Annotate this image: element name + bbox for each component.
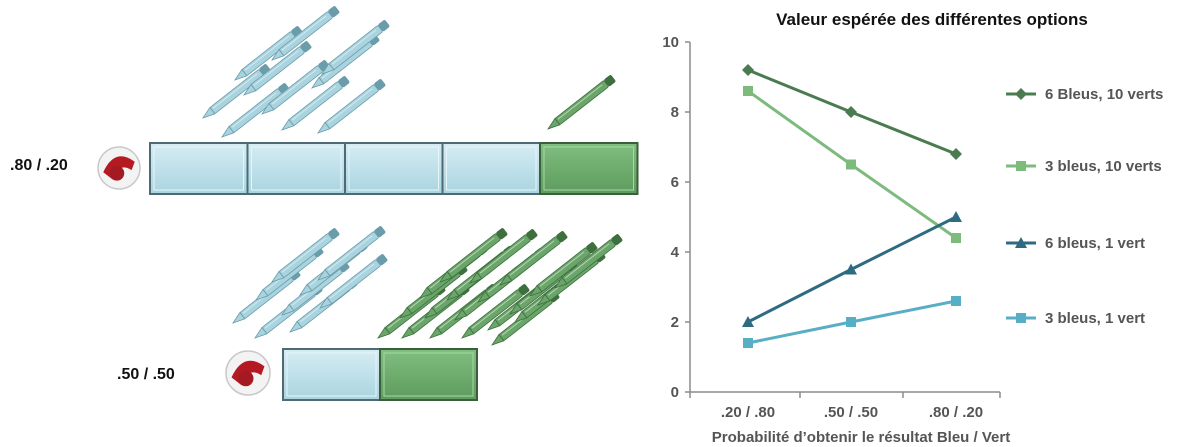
y-tick-label: 4 — [671, 244, 680, 261]
legend-label: 6 bleus, 1 vert — [1045, 235, 1145, 252]
y-tick-label: 8 — [671, 104, 679, 121]
y-tick-label: 2 — [671, 314, 679, 331]
x-axis-label: Probabilité d’obtenir le résultat Bleu /… — [712, 429, 1010, 446]
legend-label: 6 Bleus, 10 verts — [1045, 86, 1163, 103]
green-segment — [379, 348, 478, 401]
x-tick-label: .80 / .20 — [929, 404, 983, 421]
pen-icon — [529, 242, 598, 297]
pen-icon — [234, 26, 303, 81]
chart-title: Valeur espérée des différentes options — [776, 10, 1088, 29]
pen-icon — [439, 228, 508, 283]
y-tick-label: 0 — [671, 384, 679, 401]
illustration-panel — [97, 6, 639, 401]
pen-icon — [554, 234, 623, 289]
legend-marker — [1015, 88, 1027, 100]
data-point — [846, 317, 856, 327]
x-tick-label: .20 / .80 — [721, 404, 775, 421]
spinner-hub-icon — [238, 370, 254, 387]
data-point — [742, 64, 754, 76]
blue-segment-bevel — [286, 352, 377, 397]
x-tick-label: .50 / .50 — [824, 404, 878, 421]
green-segment-bevel — [543, 146, 634, 191]
pen-icon — [221, 83, 290, 138]
data-point — [846, 159, 856, 170]
row1-probability-label: .80 / .20 — [10, 157, 68, 174]
green-segment-bevel — [383, 352, 474, 397]
spinner-hub-icon — [109, 165, 125, 181]
pen-icon — [469, 229, 538, 284]
blue-segment — [149, 142, 249, 195]
data-point — [950, 148, 962, 160]
blue-segment-bevel — [251, 146, 342, 191]
pen-icon — [271, 228, 340, 283]
blue-segment-bevel — [153, 146, 244, 191]
y-tick-label: 6 — [671, 174, 679, 191]
pen-icon — [261, 60, 330, 115]
pen-icon — [243, 41, 312, 96]
data-point — [742, 316, 754, 327]
data-point — [950, 211, 962, 222]
data-point — [743, 86, 753, 96]
data-point — [951, 296, 961, 306]
blue-segment — [282, 348, 381, 401]
legend-marker — [1016, 313, 1026, 323]
legend-marker — [1015, 237, 1027, 248]
data-point — [845, 106, 857, 118]
pen-icon — [461, 284, 530, 339]
pen-icon — [319, 254, 388, 309]
pen-icon — [321, 20, 390, 75]
blue-segment — [441, 142, 541, 195]
pen-icon — [271, 6, 340, 61]
legend-label: 3 bleus, 1 vert — [1045, 310, 1145, 327]
y-tick-label: 10 — [662, 34, 679, 51]
pen-icon — [499, 231, 568, 286]
blue-segment-bevel — [348, 146, 439, 191]
pen-icon — [317, 226, 386, 281]
green-segment — [539, 142, 639, 195]
legend-label: 3 bleus, 10 verts — [1045, 158, 1162, 175]
data-point — [743, 338, 753, 348]
legend-marker — [1016, 161, 1026, 171]
pen-icon — [281, 76, 350, 131]
pen-icon — [547, 75, 616, 130]
data-point — [951, 233, 961, 243]
blue-segment-bevel — [446, 146, 537, 191]
pen-icon — [317, 79, 386, 134]
blue-segment — [344, 142, 444, 195]
data-point — [845, 263, 857, 275]
blue-segment — [246, 142, 346, 195]
row2-probability-label: .50 / .50 — [117, 366, 175, 383]
